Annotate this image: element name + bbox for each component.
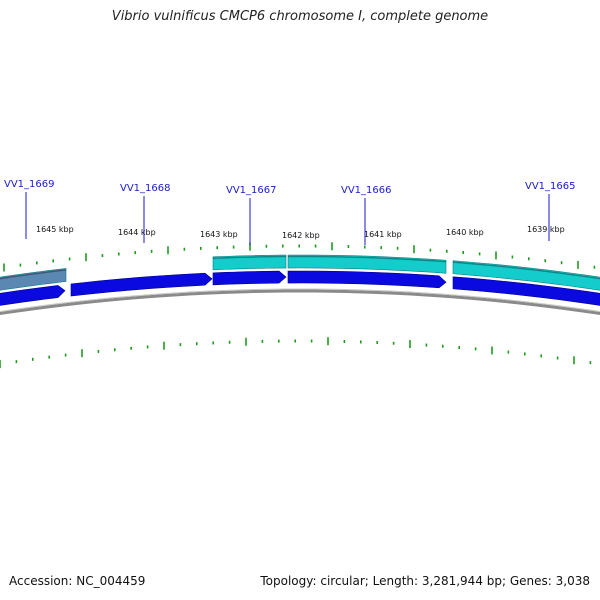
kbp-label: 1643 kbp xyxy=(200,230,238,239)
gene-arrow xyxy=(212,270,287,286)
gene-label[interactable]: VV1_1668 xyxy=(120,183,171,194)
gene-arrow xyxy=(287,270,447,289)
kbp-label: 1644 kbp xyxy=(118,228,156,237)
feature-band-teal-edge xyxy=(212,255,287,260)
backbone-shadow xyxy=(0,288,600,313)
chromosome-backbone xyxy=(0,288,600,316)
inner-tick-ring xyxy=(3,242,596,272)
feature-band-steel-edge xyxy=(0,269,67,280)
gene-labels: VV1_1669 VV1_1668 VV1_1667 VV1_1666 VV1_… xyxy=(4,179,576,245)
feature-band-teal-edge xyxy=(287,255,447,263)
kbp-scale-labels: 1645 kbp 1644 kbp 1643 kbp 1642 kbp 1641… xyxy=(36,225,565,240)
kbp-label: 1642 kbp xyxy=(282,231,320,240)
feature-band-teal xyxy=(287,254,447,274)
gene-arrow xyxy=(0,285,66,306)
feature-band-steel xyxy=(0,268,67,291)
accession-label: Accession: NC_004459 xyxy=(9,574,146,588)
backbone-line xyxy=(0,289,600,316)
kbp-label: 1639 kbp xyxy=(527,225,565,234)
gene-label[interactable]: VV1_1666 xyxy=(341,185,392,196)
genome-summary: Topology: circular; Length: 3,281,944 bp… xyxy=(260,574,590,588)
feature-band-teal xyxy=(212,254,287,271)
feature-band-teal-edge xyxy=(452,261,600,280)
outer-tick-ring xyxy=(0,337,592,369)
gene-arrow xyxy=(452,276,600,306)
gene-track xyxy=(0,270,600,306)
feature-band-teal xyxy=(452,260,600,291)
gene-arrow xyxy=(70,272,213,297)
gene-label[interactable]: VV1_1665 xyxy=(525,181,576,192)
map-title: Vibrio vulnificus CMCP6 chromosome I, co… xyxy=(111,9,489,24)
kbp-label: 1641 kbp xyxy=(364,230,402,239)
kbp-label: 1640 kbp xyxy=(446,228,484,237)
gene-label[interactable]: VV1_1669 xyxy=(4,179,55,190)
gene-label[interactable]: VV1_1667 xyxy=(226,185,277,196)
feature-track xyxy=(0,254,600,291)
kbp-label: 1645 kbp xyxy=(36,225,74,234)
